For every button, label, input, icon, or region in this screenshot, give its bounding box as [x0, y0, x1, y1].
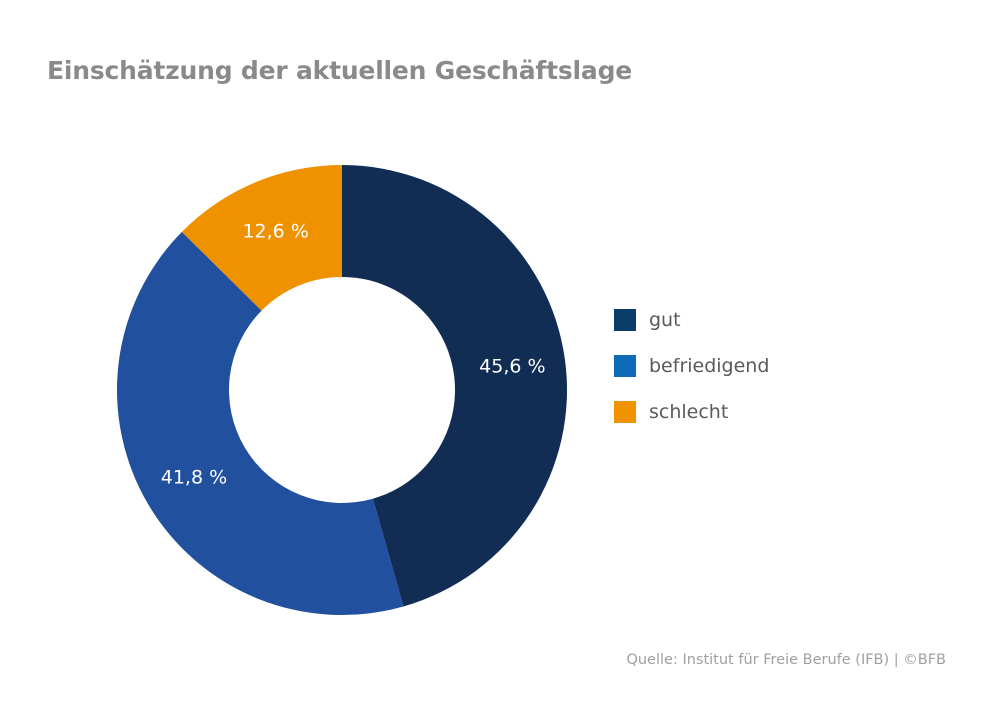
legend: gut befriedigend schlecht: [614, 308, 769, 446]
legend-label-gut: gut: [649, 309, 681, 331]
slice-label-befriedigend: 41,8 %: [161, 467, 227, 489]
legend-swatch-befriedigend: [614, 355, 636, 377]
slice-label-gut: 45,6 %: [479, 355, 545, 377]
source-note: Quelle: Institut für Freie Berufe (IFB) …: [626, 652, 946, 668]
slice-labels: 45,6 % 41,8 % 12,6 %: [161, 220, 546, 488]
slice-gut: [342, 164, 568, 607]
chart-title: Einschätzung der aktuellen Geschäftslage: [47, 56, 633, 85]
legend-label-schlecht: schlecht: [649, 401, 729, 423]
legend-item-gut: gut: [614, 308, 769, 332]
slice-schlecht: [181, 165, 342, 311]
slice-label-schlecht: 12,6 %: [242, 220, 308, 242]
donut-slices: [116, 164, 568, 616]
legend-label-befriedigend: befriedigend: [649, 355, 770, 377]
legend-item-befriedigend: befriedigend: [614, 354, 769, 378]
legend-swatch-schlecht: [614, 401, 636, 423]
slice-befriedigend: [116, 231, 404, 616]
legend-swatch-gut: [614, 309, 636, 331]
legend-item-schlecht: schlecht: [614, 400, 769, 424]
